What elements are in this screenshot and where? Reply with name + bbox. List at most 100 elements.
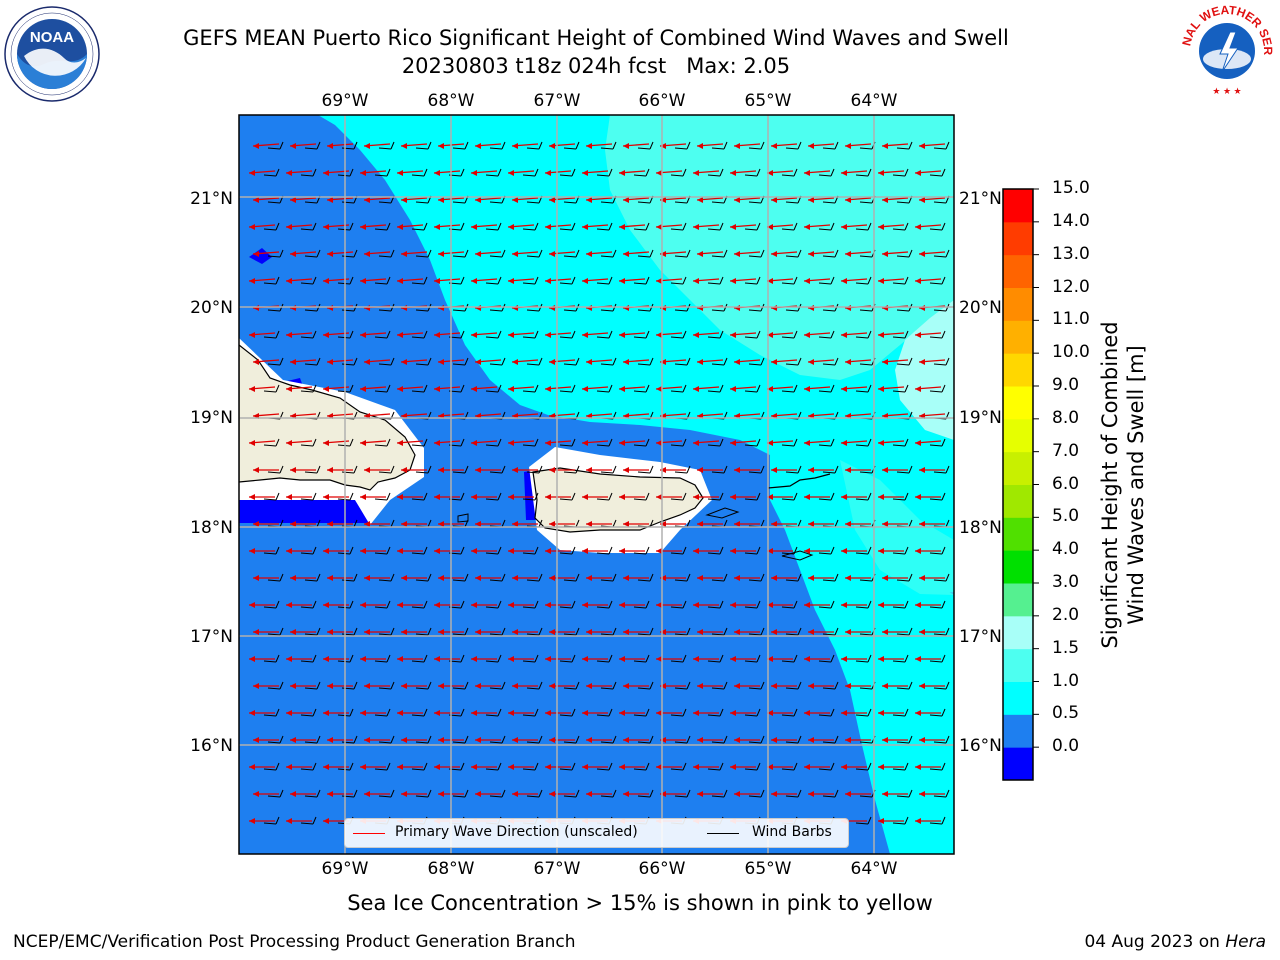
wave-vector (767, 762, 798, 771)
wave-vector (475, 735, 506, 744)
wave-vector (697, 681, 728, 690)
wave-vector (619, 492, 650, 501)
wave-vector (401, 789, 432, 798)
wave-vector (914, 222, 946, 231)
wave-vector (471, 600, 502, 609)
wave-vector (808, 465, 839, 474)
wave-vector (840, 438, 872, 447)
wave-vector (729, 438, 761, 447)
wave-vector (359, 222, 391, 231)
wave-vector (840, 222, 872, 231)
wave-vector (656, 762, 687, 771)
wave-vector (585, 195, 617, 204)
svg-text:NOAA: NOAA (30, 29, 74, 46)
wave-vector (803, 222, 835, 231)
wave-vector (433, 276, 465, 285)
wave-vector (734, 789, 765, 798)
colorbar (1002, 188, 1039, 781)
wave-vector (248, 384, 280, 393)
colorbar-tick-label: 2.0 (1052, 604, 1080, 625)
wave-vector (507, 222, 539, 231)
wave-vector (729, 330, 761, 339)
colorbar-tick-label: 5.0 (1052, 506, 1080, 527)
wave-vector (286, 816, 317, 825)
footer-date-text: 04 Aug 2023 on (1084, 932, 1226, 952)
wave-vector (475, 465, 506, 474)
wave-vector (586, 573, 617, 582)
wave-vector (433, 330, 465, 339)
lat-tick-label: 19°N (190, 408, 233, 428)
wave-vector (660, 789, 691, 798)
wave-vector (914, 384, 946, 393)
wave-vector (470, 276, 502, 285)
wave-vector (918, 195, 950, 204)
colorbar-swatch (1003, 386, 1033, 420)
wave-vector (919, 789, 950, 798)
colorbar-tick-label: 1.0 (1052, 670, 1080, 691)
wave-vector (807, 141, 839, 150)
wave-vector (919, 681, 950, 690)
wave-vector (400, 357, 432, 366)
wave-vector (915, 600, 946, 609)
wave-vector (397, 546, 428, 555)
wave-vector (918, 357, 950, 366)
wave-vector (327, 573, 358, 582)
wave-vector (360, 600, 391, 609)
colorbar-tick-label: 0.5 (1052, 703, 1080, 724)
wave-vector (290, 465, 321, 474)
wave-vector (290, 735, 321, 744)
wave-vector (878, 546, 909, 555)
colorbar-tick-label: 1.5 (1052, 637, 1080, 658)
colorbar-swatch (1003, 714, 1033, 748)
wave-vector (549, 735, 580, 744)
wave-vector (729, 276, 761, 285)
colorbar-tick-label: 14.0 (1052, 210, 1090, 231)
wave-vector (696, 357, 728, 366)
wave-vector (253, 573, 284, 582)
wave-vector (659, 357, 691, 366)
wave-vector (397, 492, 428, 501)
wave-vector (549, 789, 580, 798)
wave-vector (549, 573, 580, 582)
colorbar-swatch (1003, 615, 1033, 650)
colorbar-swatch (1003, 254, 1033, 288)
wave-vector (734, 681, 765, 690)
wave-vector (360, 708, 391, 717)
wave-vector (660, 573, 691, 582)
wave-vector (475, 789, 506, 798)
wave-vector (400, 195, 432, 204)
colorbar-swatch (1003, 681, 1033, 715)
wave-vector (619, 600, 650, 609)
wave-vector (286, 546, 317, 555)
lon-tick-label: 64°W (851, 859, 898, 879)
wave-vector (511, 357, 543, 366)
wave-vector (915, 816, 946, 825)
wave-vector (733, 357, 765, 366)
wave-vector (659, 249, 691, 258)
wave-vector (401, 573, 432, 582)
wave-vector (730, 546, 761, 555)
wave-vector (285, 276, 317, 285)
wave-vector (844, 249, 876, 258)
wave-vector (882, 789, 913, 798)
wave-vector (660, 735, 691, 744)
colorbar-swatch (1003, 287, 1033, 321)
colorbar-tick-label: 15.0 (1052, 178, 1090, 198)
wave-vector (915, 708, 946, 717)
wave-vector (360, 654, 391, 663)
lat-tick-label: 16°N (190, 736, 233, 756)
wave-vector (360, 546, 391, 555)
colorbar-swatch (1003, 320, 1033, 354)
wave-vector (470, 222, 502, 231)
wave-vector (548, 141, 580, 150)
wave-vector (656, 654, 687, 663)
wave-vector (660, 465, 691, 474)
wave-vector (730, 600, 761, 609)
wave-vector (877, 438, 909, 447)
wave-field-2.0-3.0 (895, 300, 954, 440)
legend-primary-wave-label: Primary Wave Direction (unscaled) (395, 824, 638, 840)
map-legend: Primary Wave Direction (unscaled) Wind B… (344, 818, 849, 848)
wave-vector (508, 708, 539, 717)
wave-vector (919, 573, 950, 582)
wave-vector (586, 465, 617, 474)
